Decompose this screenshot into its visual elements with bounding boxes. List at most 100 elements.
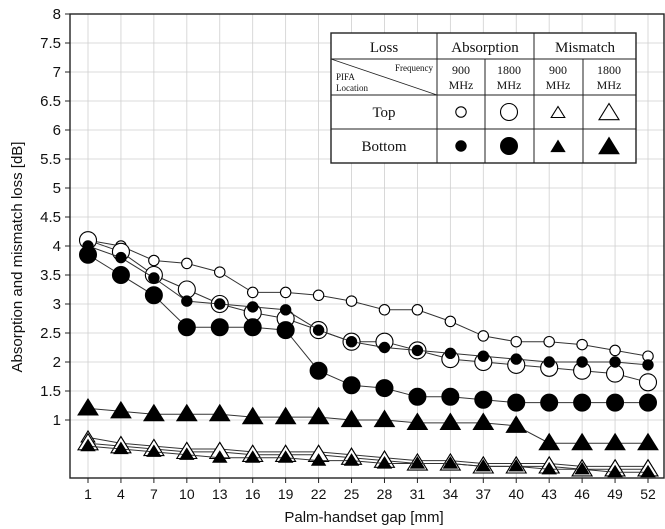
x-tick-label: 43 — [541, 486, 557, 502]
x-tick-label: 52 — [640, 486, 656, 502]
data-point — [247, 301, 259, 313]
data-point — [177, 318, 196, 337]
data-point — [309, 361, 328, 380]
data-point — [640, 464, 656, 478]
legend: Loss Absorption Mismatch Frequency PIFA … — [330, 32, 637, 164]
data-point — [543, 356, 555, 368]
legend-freq-unit: MHz — [546, 78, 571, 92]
data-point — [144, 286, 163, 305]
x-tick-label: 4 — [117, 486, 125, 502]
series-line — [87, 445, 648, 473]
series-7 — [77, 397, 659, 451]
data-point — [210, 318, 229, 337]
data-point — [279, 286, 292, 299]
x-axis-ticks: 1 4 7 10 13 16 19 22 25 28 31 34 37 40 43 46 49 52 — [84, 478, 656, 502]
series-line — [87, 436, 648, 467]
series-line — [87, 239, 649, 383]
legend-marker — [598, 102, 620, 121]
data-point — [574, 461, 590, 475]
data-point — [444, 347, 457, 359]
y-tick-label: 1 — [53, 412, 61, 429]
y-tick-label: 7.5 — [40, 35, 61, 52]
data-point — [472, 412, 495, 430]
data-point — [604, 432, 626, 451]
series-4 — [80, 429, 656, 472]
data-point — [540, 393, 559, 412]
data-point — [307, 406, 330, 425]
x-tick-label: 31 — [410, 486, 426, 502]
data-point — [243, 318, 262, 337]
data-point — [212, 450, 228, 463]
data-point — [573, 393, 592, 412]
data-point — [439, 412, 462, 430]
legend-marker — [499, 102, 519, 122]
data-point — [343, 453, 360, 466]
data-point — [312, 324, 325, 336]
data-point — [113, 441, 129, 455]
x-tick-label: 13 — [212, 486, 228, 502]
data-point — [148, 254, 160, 267]
x-tick-label: 1 — [84, 486, 92, 502]
data-point — [143, 403, 165, 422]
y-tick-label: 4.5 — [40, 209, 61, 226]
data-point — [279, 304, 292, 316]
data-point — [241, 406, 264, 425]
data-point — [378, 304, 391, 316]
data-point — [505, 415, 528, 433]
series-0 — [82, 234, 654, 362]
x-tick-label: 25 — [344, 486, 360, 502]
data-point — [312, 289, 325, 302]
y-tick-label: 7 — [53, 64, 61, 81]
data-point — [507, 393, 526, 412]
y-tick-label: 4 — [53, 238, 61, 255]
legend-corner-diagonal — [330, 58, 438, 96]
data-point — [441, 387, 460, 406]
legend-corner-frequency: Frequency — [395, 63, 433, 73]
data-point — [411, 304, 424, 316]
data-point — [408, 387, 427, 406]
x-tick-label: 40 — [508, 486, 524, 502]
y-axis-label: Absorption and mismatch loss [dB] — [9, 142, 26, 373]
legend-marker — [550, 139, 566, 153]
data-point — [376, 456, 393, 469]
x-axis-label: Palm-handset gap [mm] — [284, 509, 443, 526]
data-point — [179, 447, 195, 460]
y-axis-ticks: 1 1.5 2 2.5 3 3.5 4 4.5 5 5.5 6 6.5 7 7.5 8 — [40, 6, 70, 429]
y-tick-label: 1.5 — [40, 383, 61, 400]
legend-header-absorption: Absorption — [451, 40, 519, 56]
y-tick-label: 2.5 — [40, 325, 61, 342]
data-point — [340, 409, 363, 428]
data-point — [609, 344, 621, 357]
data-point — [115, 251, 127, 264]
data-point — [208, 403, 231, 422]
data-point — [510, 353, 522, 365]
legend-freq-unit: MHz — [449, 78, 474, 92]
series-group — [77, 231, 659, 478]
legend-marker — [500, 137, 518, 155]
data-point — [541, 461, 557, 475]
y-tick-label: 8 — [53, 6, 61, 23]
data-point — [345, 295, 358, 307]
legend-header-loss: Loss — [370, 40, 399, 56]
legend-header-mismatch: Mismatch — [555, 40, 615, 56]
series-2 — [82, 240, 654, 371]
series-line — [87, 239, 649, 357]
data-point — [474, 390, 493, 409]
data-point — [639, 393, 657, 412]
data-point — [345, 336, 358, 348]
data-point — [637, 432, 659, 451]
data-point — [477, 330, 490, 342]
data-point — [606, 393, 625, 412]
legend-marker — [598, 136, 620, 155]
x-tick-label: 37 — [476, 486, 492, 502]
x-tick-label: 49 — [607, 486, 623, 502]
data-point — [245, 450, 261, 463]
data-point — [409, 456, 426, 469]
data-point — [406, 412, 429, 430]
data-point — [538, 432, 561, 451]
data-point — [310, 453, 327, 466]
data-point — [543, 335, 555, 348]
data-point — [571, 432, 593, 451]
data-point — [146, 444, 162, 457]
